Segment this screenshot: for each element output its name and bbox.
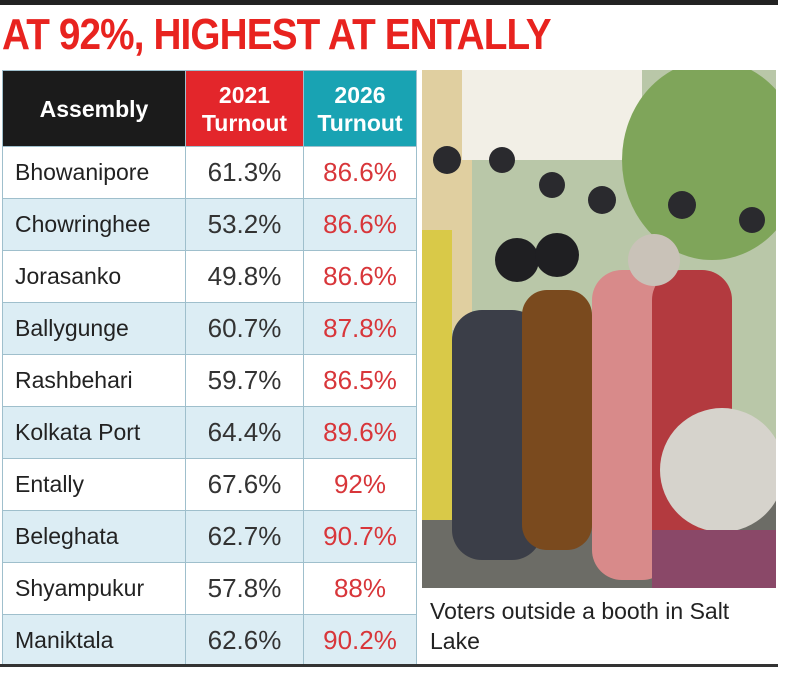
assembly-name: Maniktala (2, 614, 186, 667)
assembly-name: Bhowanipore (2, 146, 186, 199)
table-row: Ballygunge 60.7% 87.8% (2, 302, 417, 355)
table-body: Bhowanipore 61.3% 86.6% Chowringhee 53.2% 86.… (2, 146, 417, 667)
turnout-cell: 86.6% (303, 198, 417, 251)
table-row: Beleghata 62.7% 90.7% (2, 510, 417, 563)
turnout-cell: 59.7% (185, 354, 304, 407)
turnout-cell: 87.8% (303, 302, 417, 355)
assembly-name: Entally (2, 458, 186, 511)
bottom-rule (0, 664, 778, 667)
table-row: Rashbehari 59.7% 86.5% (2, 354, 417, 407)
turnout-cell: 62.7% (185, 510, 304, 563)
assembly-name: Rashbehari (2, 354, 186, 407)
assembly-name: Jorasanko (2, 250, 186, 303)
turnout-cell: 90.7% (303, 510, 417, 563)
assembly-name: Kolkata Port (2, 406, 186, 459)
turnout-cell: 86.5% (303, 354, 417, 407)
header-cell: 2021 Turnout (185, 70, 304, 147)
turnout-cell: 57.8% (185, 562, 304, 615)
table-row: Maniktala 62.6% 90.2% (2, 614, 417, 667)
photo (422, 70, 776, 588)
header-row: Assembly 2021 Turnout 2026 Turnout (2, 70, 417, 147)
assembly-name: Shyampukur (2, 562, 186, 615)
turnout-cell: 90.2% (303, 614, 417, 667)
turnout-table: Assembly 2021 Turnout 2026 Turnout Bhowa… (2, 70, 417, 667)
turnout-cell: 64.4% (185, 406, 304, 459)
turnout-cell: 53.2% (185, 198, 304, 251)
headline: AT 92%, HIGHEST AT ENTALLY (2, 10, 552, 59)
top-rule (0, 0, 778, 5)
table-row: Kolkata Port 64.4% 89.6% (2, 406, 417, 459)
turnout-cell: 86.6% (303, 146, 417, 199)
table-row: Jorasanko 49.8% 86.6% (2, 250, 417, 303)
turnout-cell: 49.8% (185, 250, 304, 303)
turnout-cell: 62.6% (185, 614, 304, 667)
assembly-name: Ballygunge (2, 302, 186, 355)
turnout-cell: 61.3% (185, 146, 304, 199)
table-row: Bhowanipore 61.3% 86.6% (2, 146, 417, 199)
turnout-cell: 60.7% (185, 302, 304, 355)
turnout-cell: 86.6% (303, 250, 417, 303)
assembly-name: Beleghata (2, 510, 186, 563)
table-row: Entally 67.6% 92% (2, 458, 417, 511)
turnout-cell: 89.6% (303, 406, 417, 459)
header-cell: 2026 Turnout (303, 70, 417, 147)
turnout-cell: 92% (303, 458, 417, 511)
turnout-cell: 88% (303, 562, 417, 615)
header-cell: Assembly (2, 70, 186, 147)
photo-caption: Voters outside a booth in Salt Lake (430, 598, 730, 654)
table-row: Shyampukur 57.8% 88% (2, 562, 417, 615)
turnout-cell: 67.6% (185, 458, 304, 511)
assembly-name: Chowringhee (2, 198, 186, 251)
table-row: Chowringhee 53.2% 86.6% (2, 198, 417, 251)
